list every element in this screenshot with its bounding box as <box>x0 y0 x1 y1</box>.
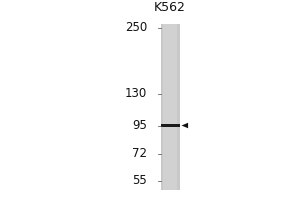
Text: 250: 250 <box>125 21 147 34</box>
Bar <box>160 24 180 190</box>
Text: 72: 72 <box>132 147 147 160</box>
Bar <box>164 24 177 190</box>
Text: 95: 95 <box>132 119 147 132</box>
Text: K562: K562 <box>154 1 185 14</box>
Text: 55: 55 <box>132 174 147 187</box>
Polygon shape <box>182 123 188 128</box>
Text: 130: 130 <box>125 87 147 100</box>
Bar <box>160 124 180 127</box>
